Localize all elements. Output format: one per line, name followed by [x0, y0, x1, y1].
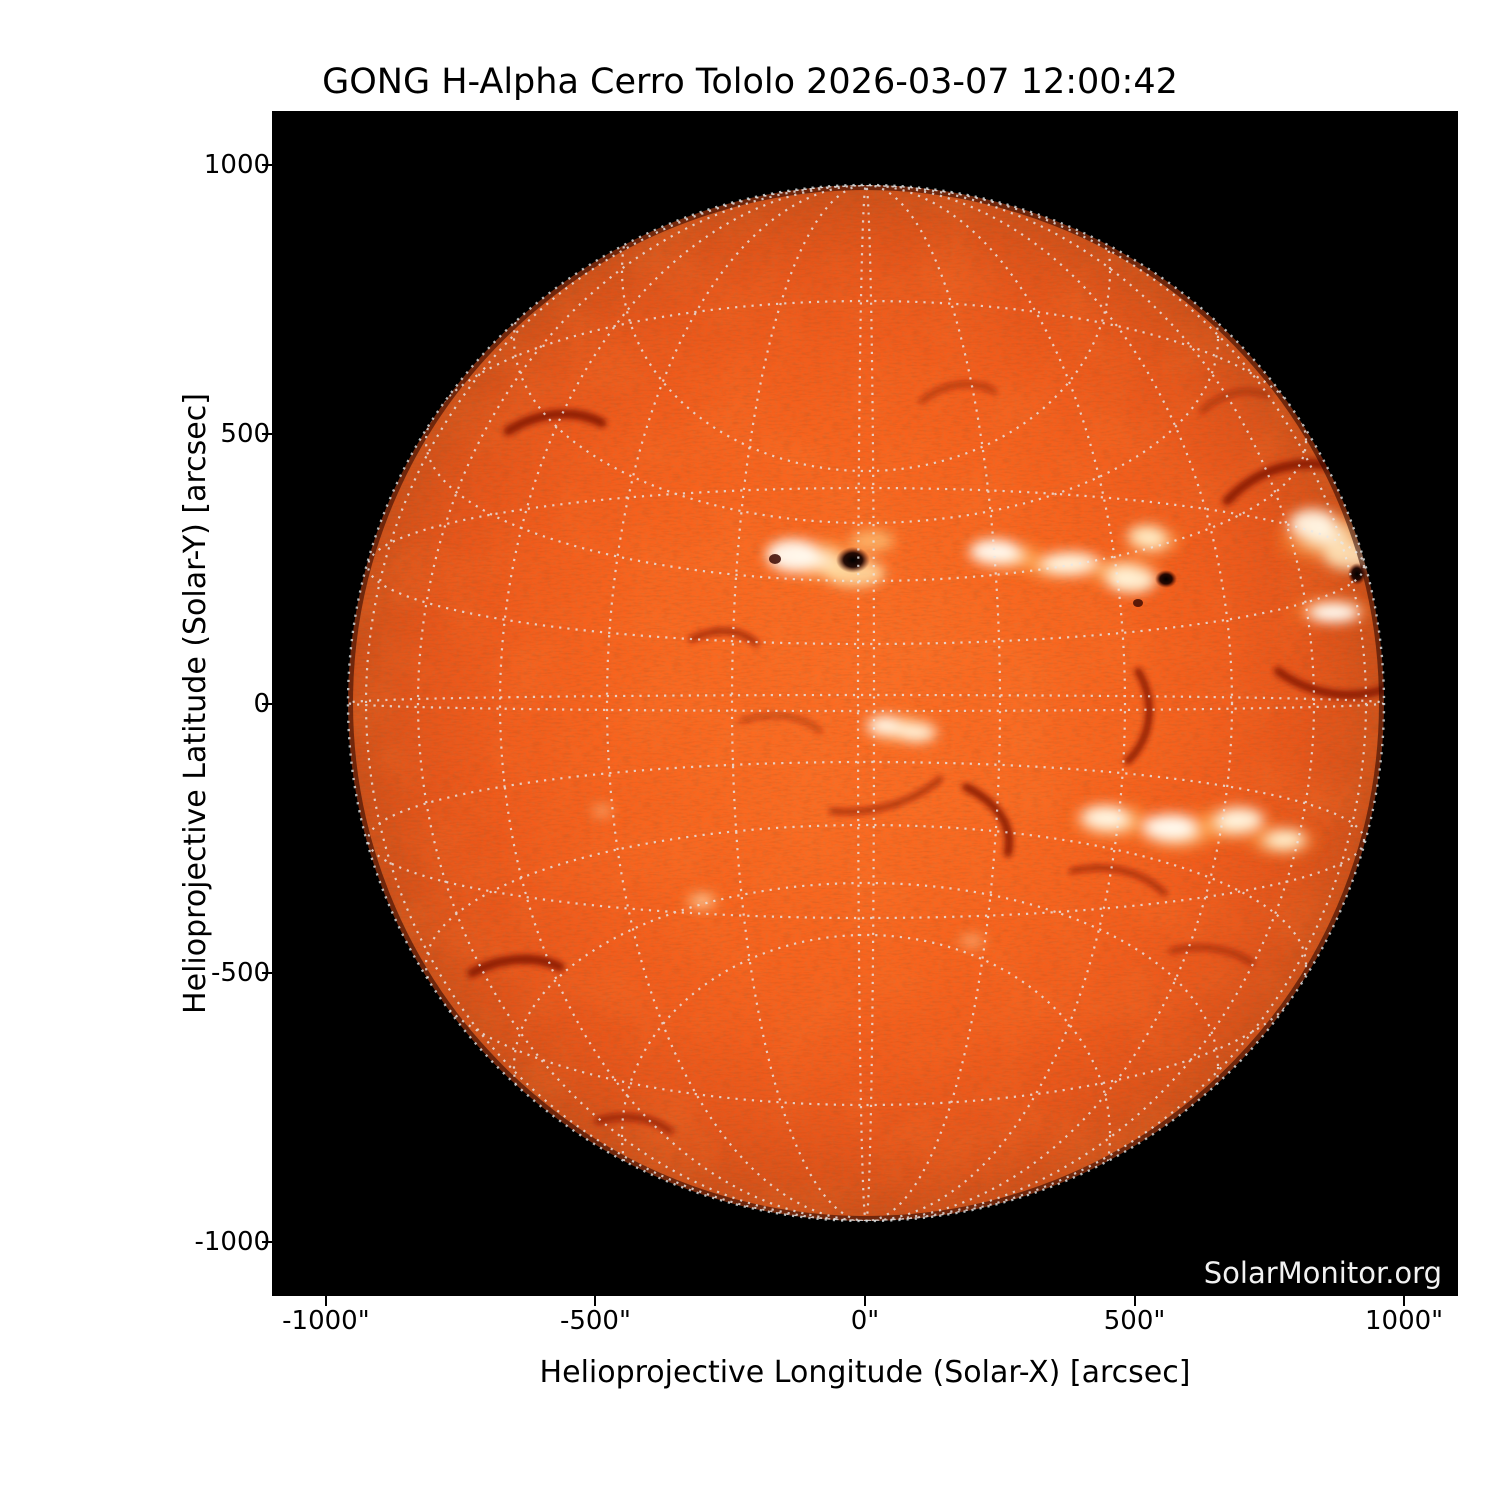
x-tick-label: -1000": [282, 1306, 370, 1336]
y-axis-label: Helioprojective Latitude (Solar-Y) [arcs…: [178, 393, 213, 1014]
solar-limb-outline: [346, 183, 1386, 1223]
y-tick-label: -500": [211, 957, 282, 988]
x-tick-mark: [1133, 1296, 1136, 1306]
x-tick-label: 1000": [1365, 1306, 1444, 1336]
x-tick-mark: [1403, 1296, 1406, 1306]
y-tick-mark: [262, 433, 272, 436]
y-tick-mark: [262, 163, 272, 166]
watermark-solarmonitor: SolarMonitor.org: [1203, 1256, 1442, 1290]
solar-disk-image: [272, 111, 1458, 1296]
y-tick-mark: [262, 971, 272, 974]
x-tick-mark: [864, 1296, 866, 1306]
x-axis-label: Helioprojective Longitude (Solar-X) [arc…: [539, 1355, 1191, 1390]
y-tick-mark: [262, 702, 272, 705]
y-tick-mark: [262, 1241, 272, 1244]
x-tick-label: 0": [850, 1306, 880, 1336]
y-tick-label: 0": [253, 688, 282, 719]
plot-area[interactable]: SolarMonitor.org: [272, 111, 1458, 1296]
x-tick-mark: [594, 1296, 597, 1306]
x-tick-label: -500": [559, 1306, 631, 1336]
y-tick-label: 500": [220, 419, 282, 450]
figure-title: GONG H-Alpha Cerro Tololo 2026-03-07 12:…: [322, 62, 1178, 102]
x-tick-label: 500": [1103, 1306, 1166, 1336]
y-tick-label: -1000": [194, 1227, 282, 1258]
x-tick-mark: [324, 1296, 327, 1306]
y-tick-label: 1000": [203, 149, 282, 180]
